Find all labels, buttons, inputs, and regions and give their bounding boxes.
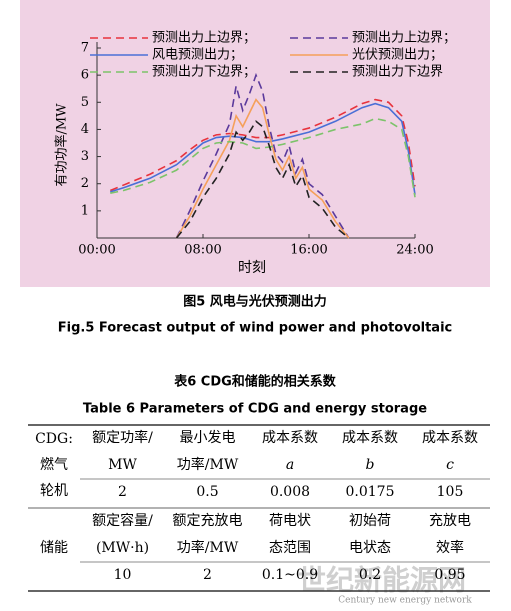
header-cell: 荷电状 [269, 513, 311, 529]
header-cell: 电状态 [349, 540, 391, 556]
header-cell: (MW·h) [96, 540, 149, 556]
series-line [175, 72, 350, 239]
legend-label: 预测出力上边界； [152, 31, 256, 46]
value-cell: 0.2 [359, 567, 381, 583]
y-tick-label: 1 [81, 203, 89, 218]
watermark-subtitle: Century new energy network [338, 596, 472, 606]
x-tick-label: 24:00 [396, 243, 433, 258]
y-tick-label: 6 [81, 68, 89, 83]
series-line [175, 120, 350, 239]
header-cell: 最小发电 [180, 430, 236, 446]
legend-label: 光伏预测出力； [352, 48, 443, 63]
figure-caption: 图5 风电与光伏预测出力 [183, 294, 327, 310]
table-title: 表6 CDG和储能的相关系数 [173, 374, 337, 390]
group-label: 燃气 [40, 456, 68, 473]
header-cell: 功率/MW [177, 539, 239, 556]
header-cell: 成本系数 [262, 430, 318, 446]
y-tick-label: 7 [81, 41, 89, 56]
y-tick-label: 5 [81, 95, 89, 110]
header-cell: a [286, 457, 294, 473]
header-cell: 成本系数 [342, 430, 398, 446]
group-label: 储能 [40, 540, 68, 556]
value-cell: 2 [118, 484, 127, 500]
legend-label: 预测出力上边界； [352, 31, 456, 46]
group-label: 轮机 [40, 483, 68, 499]
legend-label: 预测出力下边界； [152, 65, 256, 80]
value-cell: 0.95 [434, 567, 465, 583]
header-cell: 效率 [436, 539, 464, 556]
y-axis-label: 有功功率/MW [54, 103, 70, 187]
value-cell: 105 [437, 484, 464, 500]
x-tick-label: 08:00 [184, 243, 221, 258]
value-cell: 0.1~0.9 [262, 567, 318, 583]
value-cell: 0.008 [270, 484, 310, 500]
value-cell: 10 [114, 567, 132, 583]
legend-label: 风电预测出力； [152, 48, 243, 63]
x-tick-label: 00:00 [78, 243, 115, 258]
group-label: CDG: [35, 431, 73, 447]
header-cell: b [366, 457, 375, 473]
header-cell: 态范围 [269, 539, 311, 556]
x-tick-label: 16:00 [290, 243, 327, 258]
y-tick-label: 2 [81, 176, 89, 191]
header-cell: 初始荷 [349, 512, 391, 529]
table-title-en: Table 6 Parameters of CDG and energy sto… [83, 402, 427, 417]
value-cell: 2 [203, 567, 212, 583]
value-cell: 0.0175 [346, 484, 395, 500]
figure-caption-en: Fig.5 Forecast output of wind power and … [58, 321, 453, 336]
y-tick-label: 4 [81, 122, 89, 137]
header-cell: 额定容量/ [92, 512, 153, 529]
header-cell: MW [108, 457, 137, 473]
value-cell: 0.5 [196, 484, 218, 500]
header-cell: c [446, 457, 454, 473]
header-cell: 功率/MW [177, 456, 239, 473]
header-cell: 额定充放电 [173, 513, 243, 529]
series-line [110, 102, 416, 195]
header-cell: 额定功率/ [92, 429, 153, 446]
header-cell: 成本系数 [422, 430, 478, 446]
series-line [175, 98, 350, 239]
header-cell: 充放电 [429, 513, 471, 529]
legend-label: 预测出力下边界 [352, 65, 443, 80]
y-tick-label: 3 [81, 149, 89, 164]
x-axis-label: 时刻 [238, 260, 266, 276]
